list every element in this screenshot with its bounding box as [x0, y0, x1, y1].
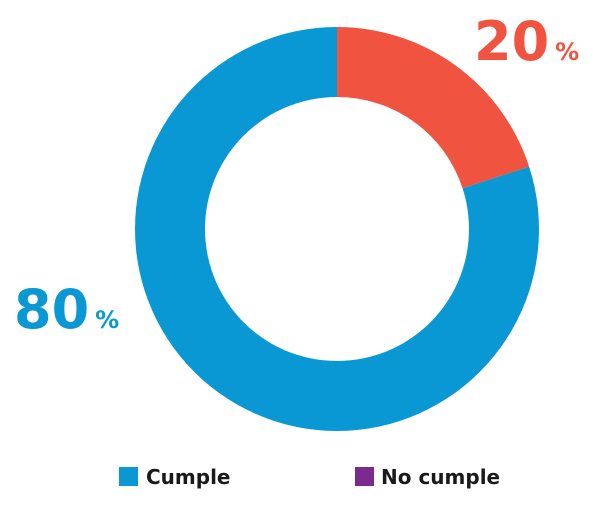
- data-label-no-cumple: 20%: [474, 10, 579, 73]
- legend-swatch-no-cumple: [355, 467, 374, 486]
- data-label-cumple-unit: %: [95, 306, 119, 334]
- legend-label-no-cumple: No cumple: [381, 465, 500, 489]
- slice-cumple: [135, 27, 539, 431]
- data-labels: 80% 20%: [14, 10, 579, 341]
- data-label-no-cumple-number: 20: [474, 10, 549, 73]
- legend-swatch-cumple: [119, 467, 138, 486]
- legend: Cumple No cumple: [119, 465, 500, 489]
- data-label-cumple-number: 80: [14, 278, 89, 341]
- slices-group: [135, 27, 539, 431]
- legend-label-cumple: Cumple: [146, 465, 231, 489]
- data-label-no-cumple-unit: %: [555, 38, 579, 66]
- data-label-cumple: 80%: [14, 278, 119, 341]
- slice-no-cumple: [337, 27, 530, 189]
